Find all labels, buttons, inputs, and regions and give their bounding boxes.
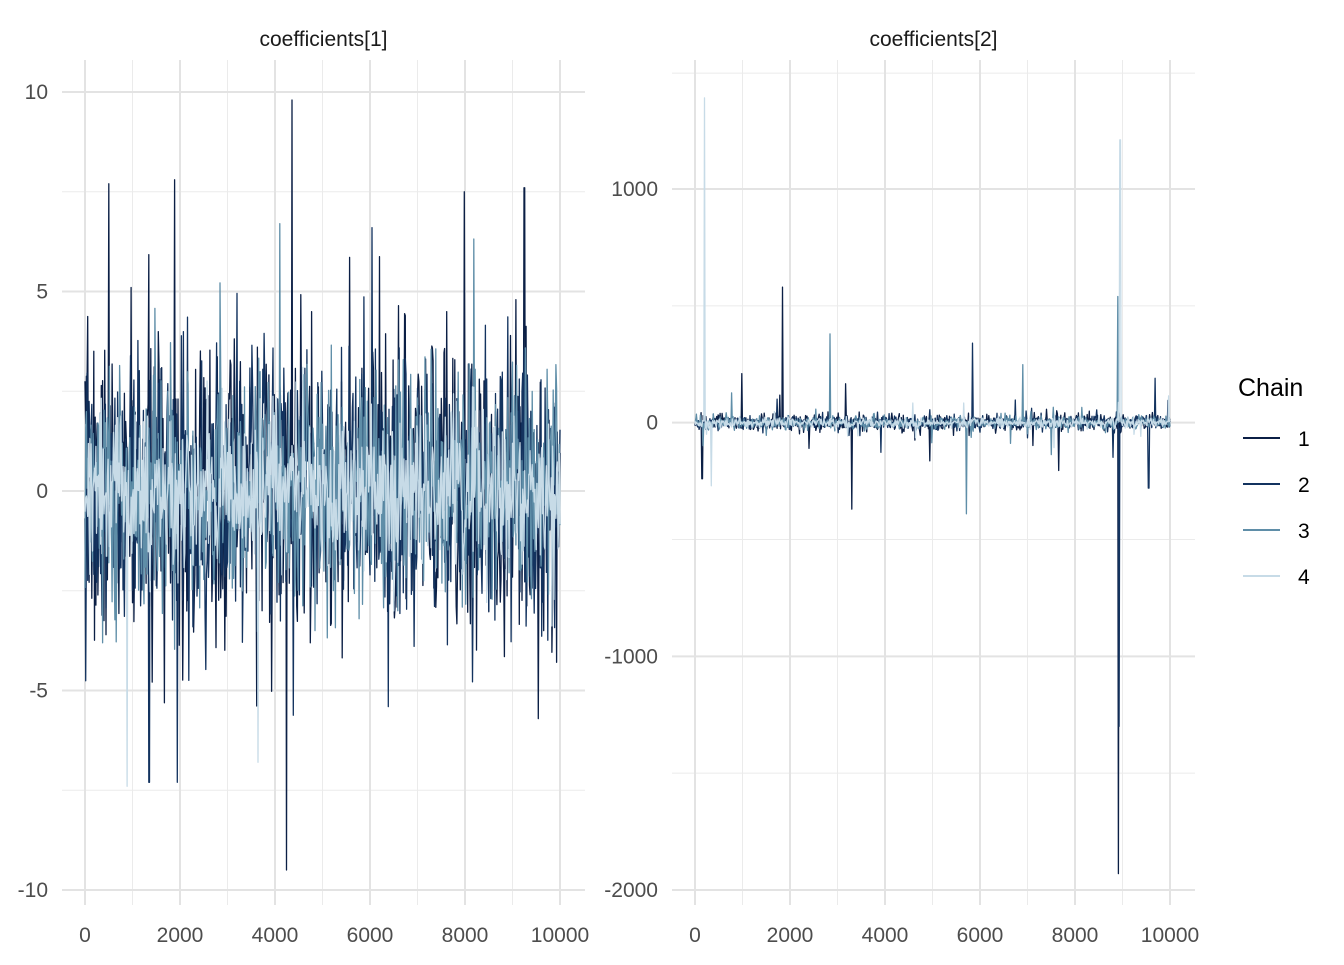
y-tick-label: 1000 [611,178,658,201]
legend-label: 3 [1298,520,1310,543]
x-tick-label: 2000 [767,924,814,947]
panel-title: coefficients[1] [259,28,387,51]
y-tick-label: 10 [25,81,48,104]
y-tick-label: -10 [18,879,48,902]
x-tick-label: 10000 [531,924,589,947]
x-tick-label: 4000 [252,924,299,947]
legend-label: 2 [1298,474,1310,497]
x-tick-label: 4000 [862,924,909,947]
chain-4-trace [84,366,561,787]
legend: Chain 1 2 3 4 [1238,374,1310,589]
panel-title: coefficients[2] [869,28,997,51]
chain-4-trace [694,97,1171,487]
legend-label: 1 [1298,428,1310,451]
y-tick-label: 0 [646,412,658,435]
legend-label: 4 [1298,566,1310,589]
panel-coefficients-1: 0 2000 4000 6000 8000 10000 -10 -5 0 5 10 coefficie… [18,28,590,947]
x-tick-label: 0 [689,924,701,947]
y-tick-label: 5 [36,281,48,304]
x-tick-label: 8000 [1052,924,1099,947]
chain-3-trace [694,295,1171,515]
y-tick-label: -1000 [604,645,658,668]
x-tick-label: 10000 [1141,924,1199,947]
y-tick-label: -2000 [604,879,658,902]
x-tick-label: 6000 [957,924,1004,947]
legend-title: Chain [1238,374,1303,402]
x-tick-label: 2000 [157,924,204,947]
x-tick-label: 6000 [347,924,394,947]
x-tick-label: 8000 [442,924,489,947]
panel-coefficients-2: 0 2000 4000 6000 8000 10000 -2000 -1000 0 1000 coe… [604,28,1199,947]
y-tick-label: -5 [29,680,48,703]
x-tick-label: 0 [79,924,91,947]
y-tick-label: 0 [36,480,48,503]
